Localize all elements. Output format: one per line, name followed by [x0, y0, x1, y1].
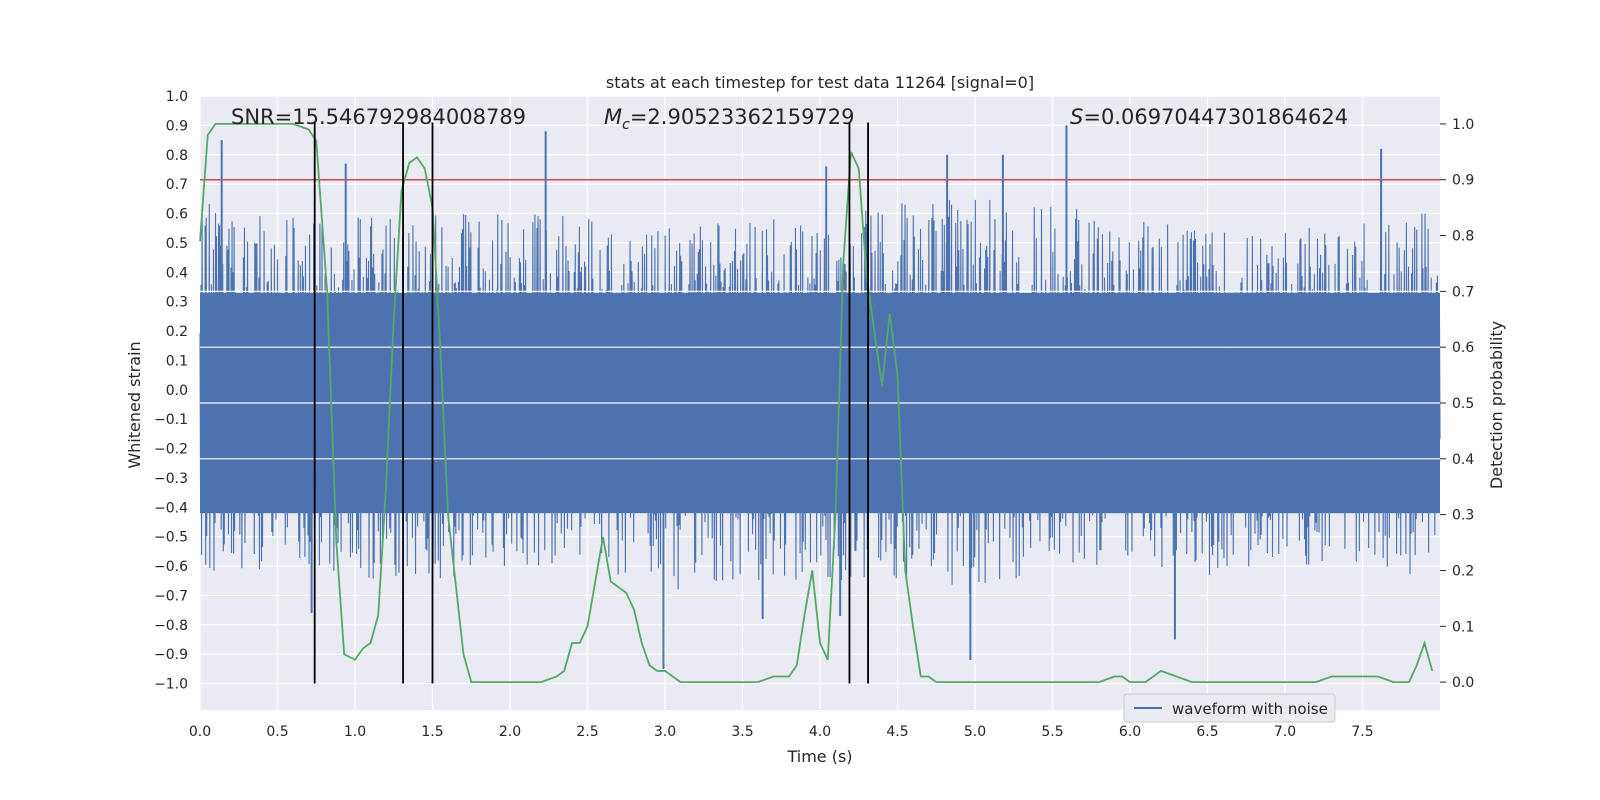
- x-tick-label: 5.0: [964, 724, 986, 740]
- y-tick-label: −0.7: [154, 588, 188, 604]
- y-tick-label: −0.2: [154, 442, 188, 458]
- chirp-mass-subscript: c: [622, 117, 630, 133]
- y2-tick-label: 0.4: [1452, 452, 1474, 468]
- s-value: =0.06970447301864624: [1083, 105, 1348, 129]
- x-tick-label: 1.0: [344, 724, 366, 740]
- legend-label: waveform with noise: [1172, 700, 1328, 718]
- y2-tick-label: 0.0: [1452, 675, 1474, 691]
- y-tick-label: −0.4: [154, 500, 188, 516]
- x-tick-label: 5.5: [1041, 724, 1063, 740]
- y2-tick-label: 0.2: [1452, 563, 1474, 579]
- legend: waveform with noise: [1123, 693, 1336, 723]
- x-axis-label: Time (s): [786, 747, 852, 766]
- y-tick-label: −0.9: [154, 647, 188, 663]
- y-tick-label: 0.4: [166, 265, 188, 281]
- y-tick-label: −0.1: [154, 412, 188, 428]
- y2-tick-label: 0.5: [1452, 396, 1474, 412]
- y2-tick-label: 1.0: [1452, 117, 1474, 133]
- y2-tick-label: 0.1: [1452, 619, 1474, 635]
- y-tick-label: −0.6: [154, 559, 188, 575]
- y-tick-label: 0.8: [166, 148, 188, 164]
- y2-tick-label: 0.3: [1452, 508, 1474, 524]
- y-tick-label: −1.0: [154, 677, 188, 693]
- y-tick-label: 0.0: [166, 383, 188, 399]
- x-tick-label: 7.0: [1274, 724, 1296, 740]
- event-lines: [313, 122, 869, 684]
- x-tick-label: 2.5: [576, 724, 598, 740]
- probability-line: [199, 123, 1434, 683]
- legend-box: [1123, 693, 1336, 723]
- waveform-line: [199, 199, 1441, 594]
- y-tick-label: −0.8: [154, 618, 188, 634]
- chart-title: stats at each timestep for test data 112…: [606, 73, 1034, 92]
- s-symbol: S: [1070, 105, 1083, 129]
- chirp-mass-annotation: Mc=2.90523362159729: [604, 105, 855, 133]
- x-tick-label: 6.5: [1196, 724, 1218, 740]
- y-tick-labels: 1.0 0.9 0.8 0.7 0.6 0.5 0.4 0.3 0.2 0.1 0.0 −0.1 −0.…: [154, 89, 188, 693]
- x-tick-label: 4.0: [809, 724, 831, 740]
- x-tick-label: 0.5: [266, 724, 288, 740]
- x-tick-label: 2.0: [499, 724, 521, 740]
- y-axis-label: Whitened strain: [125, 341, 144, 468]
- y2-tick-labels: 1.0 0.9 0.8 0.7 0.6 0.5 0.4 0.3 0.2 0.1 0.0: [1440, 117, 1474, 691]
- s-annotation: S=0.06970447301864624: [1070, 105, 1348, 129]
- y2-tick-label: 0.9: [1452, 173, 1474, 189]
- x-tick-label: 4.5: [886, 724, 908, 740]
- y-tick-label: 0.6: [166, 207, 188, 223]
- x-tick-labels: 0.0 0.5 1.0 1.5 2.0 2.5 3.0 3.5 4.0 4.5 5.0 5.5 6.0 6…: [189, 724, 1374, 740]
- y2-tick-label: 0.7: [1452, 284, 1474, 300]
- chirp-mass-value: =2.90523362159729: [630, 105, 855, 129]
- chirp-mass-symbol: M: [604, 105, 622, 129]
- y-tick-label: 1.0: [166, 89, 188, 105]
- y2-tick-label: 0.6: [1452, 340, 1474, 356]
- y-tick-label: 0.2: [166, 324, 188, 340]
- y-tick-label: −0.3: [154, 471, 188, 487]
- x-tick-label: 1.5: [421, 724, 443, 740]
- probability-series: [199, 123, 1434, 683]
- y-tick-label: 0.1: [166, 353, 188, 369]
- right-axis: [200, 290, 1440, 460]
- x-tick-label: 3.0: [654, 724, 676, 740]
- x-tick-label: 7.5: [1351, 724, 1373, 740]
- x-tick-label: 0.0: [189, 724, 211, 740]
- y2-tick-label: 0.8: [1452, 229, 1474, 245]
- y-tick-label: 0.9: [166, 118, 188, 134]
- y2-axis-label: Detection probability: [1487, 321, 1506, 489]
- y-tick-label: 0.3: [166, 295, 188, 311]
- y-tick-label: 0.7: [166, 177, 188, 193]
- y-tick-label: 0.5: [166, 236, 188, 252]
- y-tick-label: −0.5: [154, 530, 188, 546]
- x-tick-label: 6.0: [1119, 724, 1141, 740]
- snr-annotation: SNR=15.546792984008789: [231, 105, 526, 129]
- x-tick-label: 3.5: [731, 724, 753, 740]
